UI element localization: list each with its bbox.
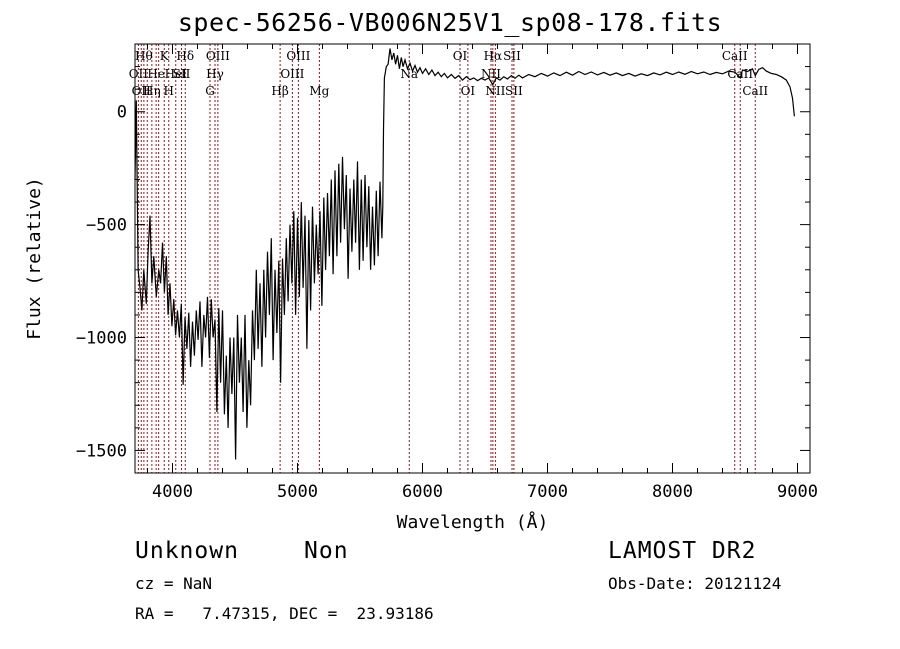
spectral-line-label: OIII (286, 49, 310, 63)
spectral-line-label: NII (485, 84, 505, 98)
spectral-line-label: SII (503, 49, 521, 63)
spectral-line-label: Hα (484, 49, 503, 63)
spectral-line-label: OI (453, 49, 468, 63)
spectral-line-label: K (160, 49, 170, 63)
spectral-line-label: SII (505, 84, 523, 98)
spectral-line-label: Hη (143, 84, 161, 98)
spectral-line-label: Hθ (135, 49, 153, 63)
y-tick-label: −1000 (76, 329, 127, 349)
spectral-line-label: Hγ (206, 67, 224, 81)
axes: 4000 5000 6000 7000 8000 9000 0 −500 −1000 −1500 (76, 44, 818, 502)
radec-label: RA = 7.47315, DEC = 23.93186 (135, 604, 434, 623)
x-tick-label: 5000 (277, 482, 318, 502)
spectral-line-label: CaII (742, 84, 768, 98)
class-label: Unknown (135, 538, 239, 564)
y-tick-label: 0 (117, 103, 127, 123)
x-axis-label: Wavelength (Å) (397, 511, 549, 533)
spectral-line-label: CaII (722, 49, 748, 63)
spectral-line-label: G (205, 84, 215, 98)
spectral-line-label: HeI (165, 67, 188, 81)
chart-title: spec-56256-VB006N25V1_sp08-178.fits (177, 8, 723, 37)
spectral-line-label: OII (132, 84, 152, 98)
x-tick-label: 6000 (402, 482, 443, 502)
cz-label: cz = NaN (135, 574, 213, 593)
y-axis-label: Flux (relative) (24, 177, 45, 340)
spectral-line-markers (137, 44, 756, 473)
spectral-line-label: SII (173, 67, 191, 81)
spectral-line-label: H (164, 84, 174, 98)
x-tick-label: 4000 (152, 482, 193, 502)
spectral-line-label: OIII (280, 67, 304, 81)
x-tick-label: 7000 (527, 482, 568, 502)
spectral-line-label: He (147, 67, 165, 81)
spectral-line-label: Hβ (271, 84, 288, 98)
spectral-line-label: Hδ (176, 49, 194, 63)
spectral-line-label: CaII (727, 67, 753, 81)
spectral-line-label: Mg (309, 84, 329, 98)
survey-label: LAMOST DR2 (608, 538, 757, 564)
spectral-line-label: OII (129, 67, 149, 81)
y-tick-label: −500 (86, 216, 127, 236)
spectrum-line (134, 48, 795, 460)
y-tick-label: −1500 (76, 441, 127, 461)
spectral-line-label: Na (400, 67, 418, 81)
x-tick-label: 8000 (652, 482, 693, 502)
obs-date-label: Obs-Date: 20121124 (608, 574, 782, 593)
spectral-line-label: OI (461, 84, 476, 98)
subclass-label: Non (304, 538, 349, 564)
x-tick-label: 9000 (777, 482, 818, 502)
spectral-line-label: OIII (206, 49, 230, 63)
